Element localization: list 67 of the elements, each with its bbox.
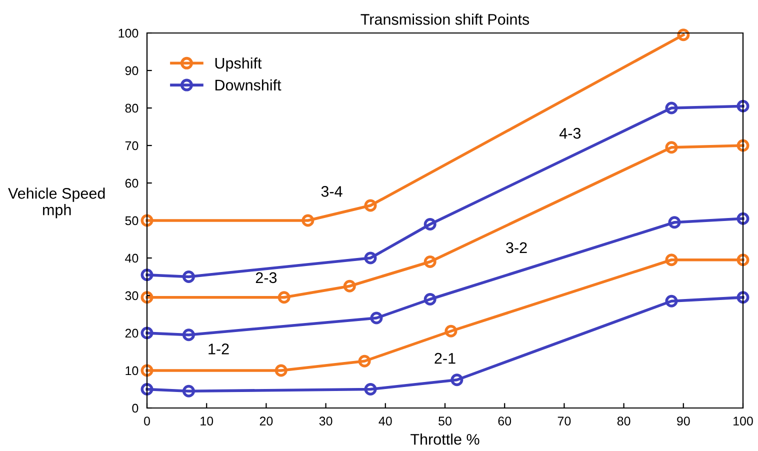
y-tick-label: 80 (125, 104, 138, 113)
point (274, 364, 288, 377)
point (140, 364, 154, 377)
x-tick-label: 30 (319, 416, 332, 426)
point (736, 139, 750, 152)
legend-label: Upshift (215, 57, 262, 72)
y-tick-label: 40 (125, 254, 138, 263)
x-tick-label: 20 (260, 416, 273, 426)
point (278, 291, 290, 304)
point (182, 328, 195, 342)
x-tick-label: 100 (734, 416, 753, 426)
point (364, 199, 377, 212)
point (444, 324, 458, 338)
point (358, 354, 371, 368)
x-tick-label: 90 (677, 416, 690, 426)
point (665, 254, 678, 266)
point (182, 384, 195, 398)
point (736, 100, 750, 112)
x-tick-label: 50 (438, 416, 452, 426)
y-tick-label: 100 (118, 28, 138, 38)
point (677, 28, 690, 42)
point (424, 256, 436, 268)
legend-label: Downshift (215, 79, 282, 91)
point (364, 383, 377, 396)
point (736, 291, 750, 304)
point (450, 374, 464, 386)
x-tick-label: 70 (558, 416, 571, 426)
point (182, 270, 195, 283)
annotation: 2-3 (256, 272, 277, 284)
point (140, 214, 154, 227)
annotation: 3-4 (321, 186, 342, 197)
y-tick-label: 0 (132, 404, 138, 413)
y-tick-label: 50 (125, 216, 138, 226)
point (140, 291, 154, 304)
annotation: 3-2 (506, 242, 527, 254)
annotation: 4-3 (559, 128, 581, 139)
x-axis-title: Throttle % (410, 434, 480, 445)
point (140, 326, 154, 340)
y-axis-title: Vehicle Speed mph (8, 188, 105, 218)
point (364, 252, 377, 264)
y-tick-label: 20 (125, 328, 138, 338)
y-tick-label: 30 (125, 291, 138, 300)
point (140, 383, 154, 396)
point (343, 280, 356, 292)
annotation: 1-2 (208, 344, 229, 354)
point (140, 268, 154, 282)
point (424, 218, 436, 230)
y-tick-label: 90 (125, 66, 138, 76)
point (665, 102, 678, 114)
y-tick-label: 10 (126, 366, 138, 376)
x-tick-label: 10 (200, 416, 214, 426)
y-tick-label: 70 (125, 141, 138, 150)
x-tick-label: 80 (617, 416, 630, 426)
point (668, 216, 681, 229)
annotation: 2-1 (434, 352, 456, 364)
point (665, 294, 678, 308)
chart-title: Transmission shift Points (360, 14, 530, 25)
x-tick-label: 0 (144, 416, 150, 426)
x-tick-label: 40 (378, 416, 392, 426)
y-tick-label: 60 (125, 178, 138, 188)
point (736, 212, 750, 225)
x-tick-label: 60 (498, 416, 512, 426)
point (665, 141, 678, 154)
point (424, 293, 436, 306)
point (302, 214, 314, 227)
point (370, 312, 383, 324)
point (736, 254, 750, 266)
